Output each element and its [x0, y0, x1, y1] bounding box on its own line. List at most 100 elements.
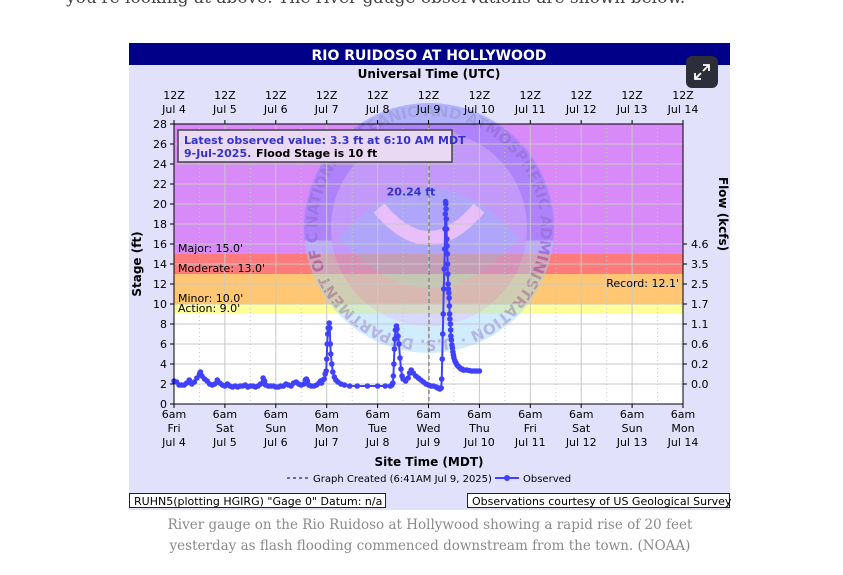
legend-observed-marker [504, 475, 510, 481]
y-tick-label: 26 [153, 138, 167, 151]
y-tick-label: 6 [160, 338, 167, 351]
stage-label-moderate: Moderate: 13.0' [178, 262, 265, 275]
bottom-tick-time: 6am [671, 408, 695, 421]
hydrograph-figure: RIO RUIDOSO AT HOLLYWOOD Universal Time (… [129, 43, 730, 510]
bottom-tick-date: Jul 4 [161, 436, 186, 449]
bottom-tick-dow: Sun [265, 422, 286, 435]
top-tick-day: Jul 4 [161, 103, 186, 116]
data-point [390, 380, 396, 386]
data-point [444, 243, 450, 249]
data-point [443, 216, 450, 222]
top-tick-hour: 12Z [520, 89, 542, 102]
y2-axis-label: Flow (kcfs) [716, 177, 730, 251]
data-point [323, 368, 329, 374]
bottom-tick-dow: Sat [216, 422, 235, 435]
data-point [439, 356, 446, 362]
data-point [394, 326, 400, 332]
data-point [374, 383, 381, 389]
y-tick-label: 4 [160, 358, 167, 371]
data-point [327, 341, 334, 347]
y2-tick-label: 1.7 [691, 298, 709, 311]
top-tick-hour: 12Z [418, 89, 440, 102]
y2-tick-label: 0.6 [691, 338, 709, 351]
legend-created-label: Graph Created (6:41AM Jul 9, 2025) [313, 474, 492, 485]
y-tick-label: 16 [153, 238, 167, 251]
data-point [354, 383, 361, 389]
bottom-tick-date: Jul 14 [667, 436, 699, 449]
data-point [330, 369, 336, 375]
stage-label-minor: Minor: 10.0' [178, 292, 243, 305]
title-bar [129, 43, 730, 65]
latest-value-text: Latest observed value: 3.3 ft at 6:10 AM… [184, 134, 466, 147]
data-point [326, 320, 333, 326]
top-tick-hour: 12Z [469, 89, 491, 102]
data-point [395, 333, 401, 339]
data-point [391, 346, 398, 352]
data-point [446, 311, 453, 317]
top-tick-day: Jul 9 [416, 103, 441, 116]
bottom-tick-dow: Mon [315, 422, 338, 435]
flood-stage-text: Flood Stage is 10 ft [256, 147, 377, 160]
data-point [445, 281, 451, 287]
legend: Graph Created (6:41AM Jul 9, 2025) Observ… [287, 474, 571, 485]
data-point [321, 376, 327, 382]
bottom-tick-time: 6am [314, 408, 338, 421]
y-tick-label: 20 [153, 198, 167, 211]
hydrograph-chart: RIO RUIDOSO AT HOLLYWOOD Universal Time (… [129, 43, 730, 485]
y-tick-label: 24 [153, 158, 167, 171]
bottom-tick-dow: Thu [468, 422, 490, 435]
caption-line-1: River gauge on the Rio Ruidoso at Hollyw… [167, 517, 693, 533]
series-points-observed [171, 198, 483, 392]
data-point [211, 381, 218, 387]
bottom-tick-time: 6am [213, 408, 237, 421]
expand-button[interactable] [686, 56, 718, 88]
bottom-tick-dow: Fri [167, 422, 180, 435]
y-tick-label: 22 [153, 178, 167, 191]
y2-tick-label: 3.5 [691, 258, 709, 271]
y-tick-label: 28 [153, 118, 167, 131]
bottom-tick-date: Jul 10 [463, 436, 495, 449]
bottom-tick-time: 6am [264, 408, 288, 421]
top-tick-day: Jul 13 [616, 103, 648, 116]
stage-label-major: Major: 15.0' [178, 242, 243, 255]
data-point [391, 361, 397, 367]
peak-label: 20.24 ft [387, 186, 436, 199]
x-axis-label: Site Time (MDT) [375, 455, 484, 469]
stage-label-action: Action: 9.0' [178, 302, 240, 315]
bottom-tick-date: Jul 9 [416, 436, 441, 449]
top-tick-hour: 12Z [367, 89, 389, 102]
top-tick-day: Jul 11 [514, 103, 546, 116]
data-point [326, 325, 333, 331]
data-point [398, 366, 404, 372]
bottom-tick-time: 6am [162, 408, 186, 421]
data-point [324, 331, 331, 337]
bottom-tick-time: 6am [518, 408, 542, 421]
y-tick-label: 2 [160, 378, 167, 391]
caption-line-2: yesterday as flash flooding commenced do… [169, 538, 691, 554]
y2-tick-label: 0.2 [691, 358, 709, 371]
data-point [441, 266, 448, 272]
top-tick-hour: 12Z [570, 89, 592, 102]
top-tick-hour: 12Z [316, 89, 338, 102]
data-point [447, 321, 454, 327]
data-point [341, 382, 348, 388]
data-point [397, 355, 403, 361]
data-point [443, 206, 449, 212]
data-point [476, 368, 483, 374]
y-tick-label: 12 [153, 278, 167, 291]
data-point [444, 261, 451, 267]
data-point [443, 201, 449, 207]
bottom-tick-date: Jul 11 [514, 436, 546, 449]
latest-value-box: Latest observed value: 3.3 ft at 6:10 AM… [177, 129, 466, 163]
latest-value-date: 9-Jul-2025. [184, 147, 251, 160]
data-point [446, 303, 453, 309]
data-point [257, 381, 264, 387]
bottom-tick-time: 6am [467, 408, 491, 421]
data-point [447, 327, 454, 333]
expand-arrows-icon [694, 64, 710, 80]
data-point [444, 251, 451, 257]
data-point [323, 356, 330, 362]
data-point [444, 236, 450, 242]
chart-title: RIO RUIDOSO AT HOLLYWOOD [312, 48, 547, 64]
data-point [346, 383, 353, 389]
